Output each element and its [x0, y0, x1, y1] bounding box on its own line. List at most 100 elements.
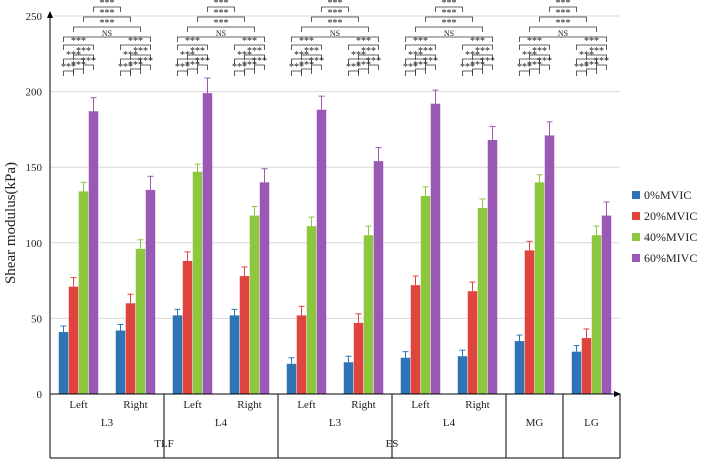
- significance-label: ***: [589, 46, 604, 57]
- significance-label: ***: [299, 36, 314, 47]
- significance-label: ***: [214, 18, 229, 29]
- bar: [135, 248, 146, 394]
- significance-label: ***: [214, 8, 229, 19]
- significance-label: ***: [527, 36, 542, 47]
- significance-bracket: [519, 36, 607, 42]
- ns-label: NS: [216, 29, 226, 38]
- significance-label: ***: [423, 56, 438, 67]
- significance-bracket: [207, 6, 235, 12]
- significance-label: ***: [328, 18, 343, 29]
- significance-bracket: [321, 6, 349, 12]
- significance-bracket: [234, 70, 245, 76]
- significance-label: ***: [232, 62, 247, 73]
- significance-label: ***: [480, 56, 495, 67]
- significance-label: ***: [71, 36, 86, 47]
- significance-bracket: [425, 64, 436, 70]
- significance-label: ***: [413, 60, 428, 71]
- bar: [239, 276, 250, 394]
- significance-bracket: [519, 44, 550, 50]
- significance-bracket: [83, 64, 94, 70]
- bar: [229, 315, 240, 394]
- significance-label: ***: [242, 60, 257, 71]
- bar: [125, 303, 136, 394]
- significance-label: ***: [594, 56, 609, 67]
- y-tick-label: 250: [26, 11, 43, 23]
- significance-bracket: [120, 44, 151, 50]
- y-axis-label: Shear modulus(kPa): [3, 162, 19, 284]
- significance-bracket: [435, 6, 463, 12]
- bar: [373, 161, 384, 394]
- category-label: Right: [123, 399, 147, 411]
- significance-label: ***: [532, 46, 547, 57]
- ns-label: NS: [558, 29, 568, 38]
- significance-label: ***: [470, 36, 485, 47]
- bar: [571, 351, 582, 394]
- bar: [182, 260, 193, 394]
- bar: [581, 338, 592, 394]
- category-label: Left: [183, 399, 201, 411]
- significance-label: ***: [66, 50, 81, 61]
- significance-bracket: [405, 70, 416, 76]
- bar: [145, 189, 156, 394]
- significance-bracket: [462, 70, 473, 76]
- significance-label: ***: [346, 62, 361, 73]
- significance-label: ***: [133, 46, 148, 57]
- significance-label: ***: [185, 36, 200, 47]
- significance-label: ***: [242, 36, 257, 47]
- significance-bracket: [234, 58, 255, 64]
- significance-label: ***: [81, 56, 96, 67]
- significance-bracket: [197, 64, 208, 70]
- significance-bracket: [130, 54, 151, 60]
- significance-label: ***: [100, 18, 115, 29]
- significance-bracket: [529, 26, 597, 32]
- significance-bracket: [291, 36, 379, 42]
- subgroup-label: L4: [443, 417, 456, 429]
- significance-bracket: [415, 26, 483, 32]
- significance-bracket: [519, 70, 530, 76]
- significance-label: ***: [76, 46, 91, 57]
- bar: [524, 250, 535, 394]
- significance-label: ***: [584, 60, 599, 71]
- significance-label: ***: [289, 62, 304, 73]
- significance-label: ***: [537, 56, 552, 67]
- bar: [591, 235, 602, 394]
- significance-label: ***: [328, 8, 343, 19]
- significance-bracket: [301, 54, 322, 60]
- category-label: Right: [351, 399, 375, 411]
- significance-bracket: [291, 44, 322, 50]
- significance-bracket: [93, 6, 121, 12]
- bar: [430, 103, 441, 395]
- legend-entry: 0%MVIC: [644, 188, 691, 202]
- y-tick-label: 150: [26, 162, 43, 174]
- bar: [477, 208, 488, 394]
- significance-label: ***: [475, 46, 490, 57]
- significance-label: ***: [294, 50, 309, 61]
- significance-bracket: [586, 54, 607, 60]
- significance-bracket: [311, 16, 359, 22]
- bar: [457, 356, 468, 394]
- significance-label: ***: [556, 18, 571, 29]
- significance-label: ***: [100, 8, 115, 19]
- y-tick-label: 0: [37, 389, 43, 401]
- bar: [58, 332, 69, 394]
- significance-label: ***: [185, 60, 200, 71]
- significance-label: ***: [442, 0, 457, 9]
- significance-label: ***: [470, 60, 485, 71]
- significance-bracket: [140, 64, 151, 70]
- bar: [202, 93, 213, 394]
- significance-label: ***: [100, 0, 115, 9]
- significance-bracket: [576, 44, 607, 50]
- significance-bracket: [539, 64, 550, 70]
- significance-bracket: [462, 44, 493, 50]
- bar: [68, 286, 79, 394]
- significance-bracket: [472, 54, 493, 60]
- y-tick-label: 100: [26, 238, 43, 250]
- y-tick-label: 200: [26, 87, 43, 99]
- category-label: Left: [411, 399, 429, 411]
- category-axis: Left Right Left Right Left Right Left Right L3 L4…: [49, 394, 621, 459]
- significance-bracket: [348, 58, 369, 64]
- bar: [487, 139, 498, 394]
- significance-label: ***: [138, 56, 153, 67]
- bar: [78, 191, 89, 394]
